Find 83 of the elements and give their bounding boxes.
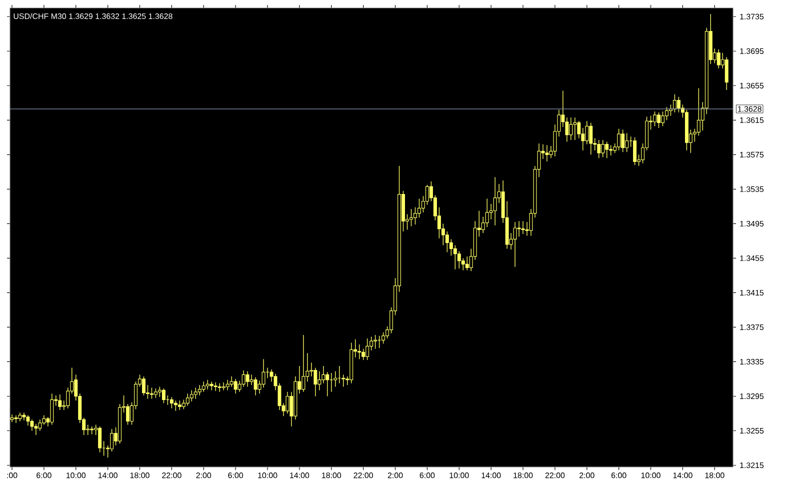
candlestick [226,379,230,391]
candlestick [625,132,629,152]
candlestick [653,111,656,127]
candlestick [425,184,429,206]
candlestick [589,122,593,156]
candlestick [609,144,613,156]
candlestick [633,137,637,166]
candlestick [672,94,676,113]
candlestick [150,387,154,400]
candlestick [38,419,42,432]
candlestick [182,399,186,410]
candlestick [234,378,238,394]
candlestick [26,414,30,426]
candlestick [465,256,469,271]
candlestick [724,56,728,90]
candlestick [198,384,202,396]
candlestick [174,400,178,412]
candlestick [186,393,190,406]
candlestick [286,392,290,414]
candlestick [716,49,720,69]
candlestick [170,396,174,409]
candlestick [110,428,114,452]
candlestick [230,376,234,388]
candlestick [382,332,386,344]
candlestick [409,208,413,227]
candlestick [158,386,162,398]
candlestick [696,88,700,136]
candlestick [98,426,102,453]
candlestick [453,244,457,270]
candlestick [206,379,210,390]
candlestick [22,412,26,421]
candlestick [262,358,266,388]
candlestick [621,129,625,152]
candlestick [190,390,194,402]
candlestick [202,381,206,392]
candlestick [577,120,581,139]
candlestick [676,96,680,113]
candlestick [50,393,54,426]
candlestick [142,376,146,396]
candlestick [657,112,660,128]
candlestick [162,388,166,404]
candlestick [485,198,489,228]
candlestick [242,370,246,388]
candlestick [597,140,601,158]
candlestick [194,387,198,400]
candlestick [14,414,18,424]
candlestick [342,374,346,388]
candlestick [34,423,38,436]
candlestick [334,370,338,388]
candlestick [513,222,517,268]
candlestick [665,106,668,120]
candlestick [661,111,664,127]
candlestick [517,220,521,237]
candlestick [374,334,378,350]
candlestick [417,198,421,218]
candlestick [521,220,525,234]
candlestick [246,370,250,388]
candlestick [254,376,258,396]
candlestick [601,140,605,158]
candlestick [545,144,549,162]
candlestick [493,176,497,226]
candlestick [326,372,330,397]
candlestick [154,388,158,398]
candlestick [302,334,306,392]
candlestick [573,117,577,140]
candlestick [617,128,621,151]
candlestick [605,141,609,158]
candlestick [457,250,461,269]
candlestick [449,238,453,256]
candlestick [362,348,366,360]
candlestick [358,344,362,360]
candlestick [250,374,254,386]
candlestick [413,206,417,225]
candlestick [318,370,322,391]
candlestick [222,382,226,391]
candlestick [461,258,465,271]
candlestick [366,338,370,360]
candlestick [178,400,182,410]
candlestick [569,117,573,140]
candlestick [445,231,449,253]
candlestick [126,404,130,426]
candlestick [58,394,62,410]
candlestick [30,419,34,432]
